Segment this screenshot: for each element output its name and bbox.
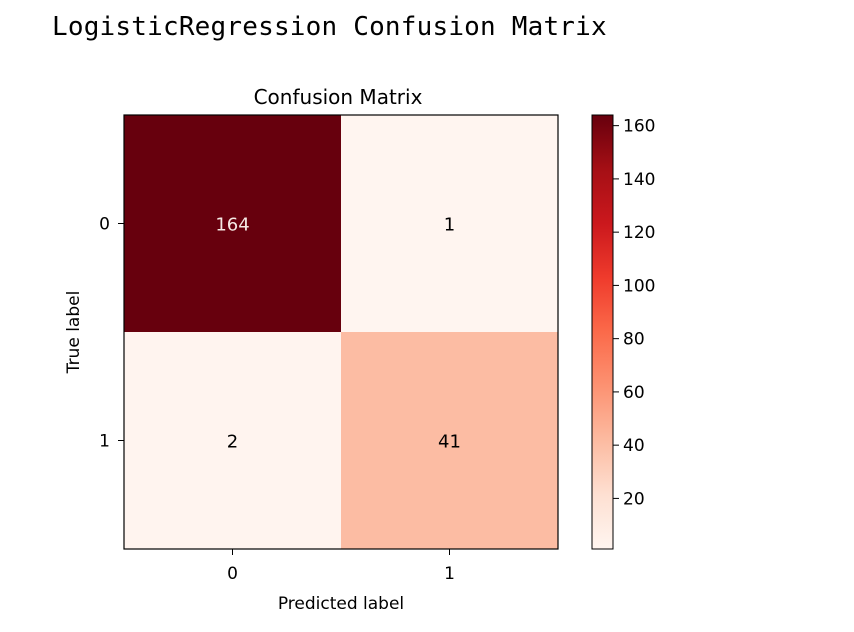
x-tick-label: 0 — [227, 564, 238, 584]
y-tick-label: 0 — [99, 215, 110, 235]
chart-title: Confusion Matrix — [254, 85, 423, 109]
cell-value-label: 1 — [444, 215, 455, 236]
cell-value-label: 41 — [438, 432, 461, 453]
matrix-cell — [341, 332, 558, 549]
colorbar-tick-label: 100 — [623, 276, 655, 296]
matrix-cell — [124, 332, 341, 549]
x-tick-label: 1 — [444, 564, 455, 584]
colorbar-tick-label: 140 — [623, 170, 655, 190]
matrix-cell-labels: 164 1 2 41 — [215, 215, 461, 453]
colorbar-tick-label: 20 — [623, 489, 645, 509]
matrix-cell — [124, 115, 341, 332]
colorbar-ticks: 20 40 60 80 100 120 140 160 — [613, 117, 655, 509]
cell-value-label: 164 — [215, 215, 249, 236]
colorbar-tick-label: 160 — [623, 117, 655, 137]
x-axis-label: Predicted label — [278, 594, 404, 614]
colorbar-tick-label: 60 — [623, 383, 645, 403]
matrix-cells — [124, 115, 558, 549]
y-axis-ticks: 01 — [99, 215, 124, 452]
notebook-heading: LogisticRegression Confusion Matrix — [52, 12, 607, 42]
matrix-cell — [341, 115, 558, 332]
cell-value-label: 2 — [227, 432, 238, 453]
colorbar-tick-label: 40 — [623, 436, 645, 456]
plot-frame — [123, 114, 559, 550]
colorbar-tick-label: 80 — [623, 330, 645, 350]
y-axis-label: True label — [64, 291, 84, 375]
y-tick-label: 1 — [99, 432, 110, 452]
colorbar — [591, 114, 614, 550]
colorbar-tick-label: 120 — [623, 223, 655, 243]
